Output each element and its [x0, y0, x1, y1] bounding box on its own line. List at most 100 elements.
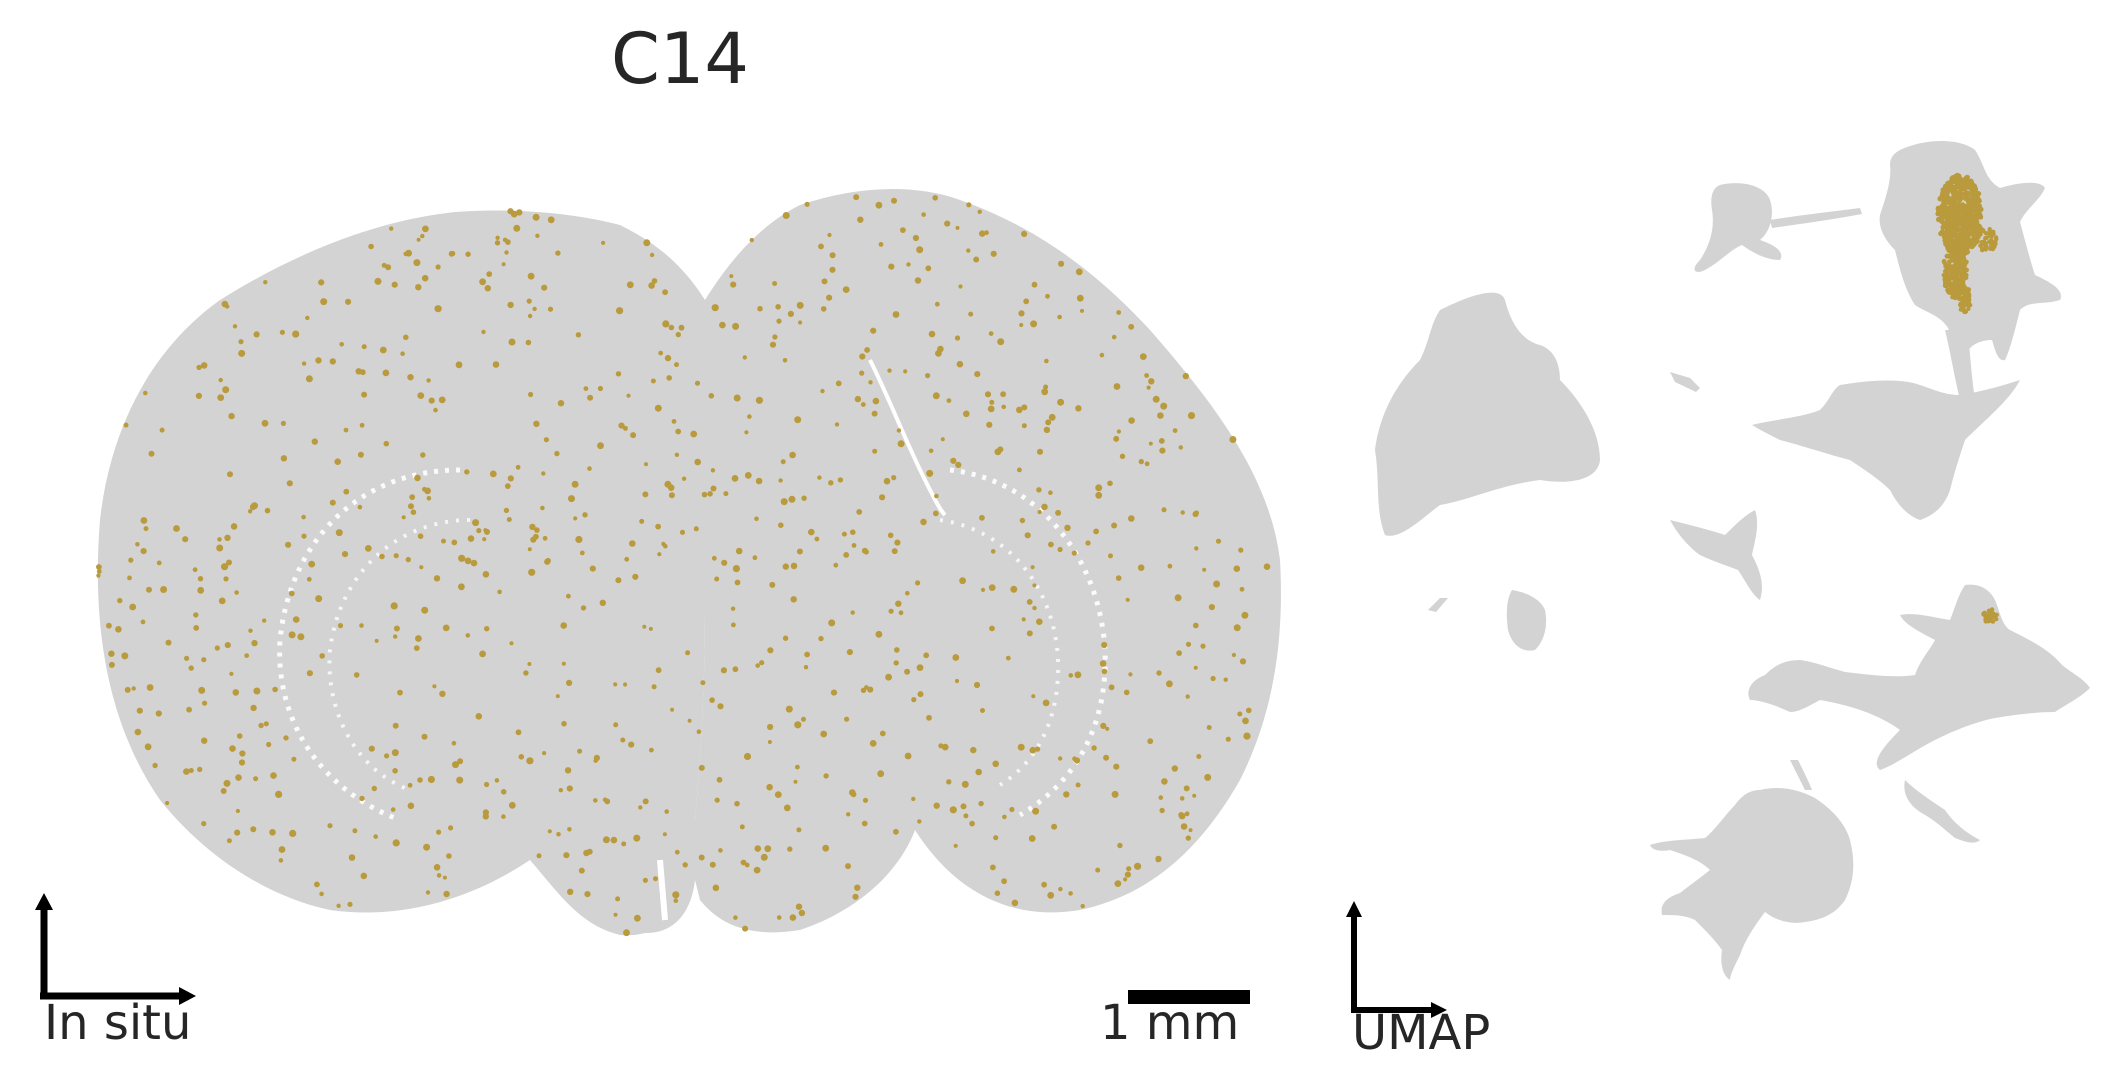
highlight-cell [990, 549, 996, 554]
highlight-cell [129, 603, 137, 611]
highlight-cell [616, 307, 624, 315]
umap-highlight-cell [1957, 219, 1963, 225]
highlight-cell [879, 730, 886, 737]
umap-highlight-cell [1947, 280, 1953, 286]
highlight-cell [593, 798, 598, 803]
highlight-cell [146, 586, 152, 593]
highlight-cell [368, 745, 375, 752]
highlight-cell [1073, 757, 1081, 764]
highlight-cell [1178, 445, 1184, 450]
highlight-cell [904, 668, 911, 675]
highlight-cell [465, 633, 471, 638]
highlight-cell [568, 495, 575, 503]
highlight-cell [1005, 655, 1011, 661]
umap-highlight-cell [1962, 262, 1968, 268]
highlight-cell [615, 371, 622, 377]
highlight-cell [952, 654, 960, 661]
highlight-cell [368, 243, 374, 250]
highlight-cell [504, 483, 511, 489]
highlight-cell [587, 466, 592, 471]
highlight-cell [629, 540, 636, 547]
highlight-cell [974, 371, 981, 378]
umap-cluster-top-right [1879, 141, 2061, 361]
highlight-cell [484, 781, 490, 788]
highlight-cell [567, 888, 574, 895]
highlight-cell [415, 284, 422, 291]
umap-cluster-dash-mid [1670, 372, 1700, 392]
highlight-cell [197, 766, 203, 773]
highlight-cell [1009, 806, 1015, 813]
highlight-cell [343, 488, 350, 495]
highlight-cell [757, 305, 763, 312]
highlight-cell [319, 891, 324, 897]
highlight-cell [1123, 877, 1128, 882]
highlight-cell [1021, 230, 1028, 237]
highlight-cell [618, 422, 625, 429]
highlight-cell [173, 525, 180, 532]
highlight-cell [912, 234, 920, 242]
highlight-cell [674, 849, 680, 855]
highlight-cell [554, 450, 560, 457]
highlight-cell [1036, 618, 1043, 625]
highlight-cell [633, 834, 641, 842]
highlight-cell [508, 801, 516, 809]
highlight-cell [843, 552, 850, 558]
highlight-cell [851, 543, 857, 548]
highlight-cell [401, 515, 406, 520]
highlight-cell [292, 330, 300, 338]
highlight-cell [364, 545, 372, 552]
highlight-cell [626, 281, 634, 289]
highlight-cell [566, 785, 573, 792]
highlight-cell [862, 797, 869, 803]
highlight-cell [662, 832, 667, 837]
highlight-cell [1200, 643, 1206, 649]
highlight-cell [201, 657, 207, 663]
highlight-cell [968, 311, 974, 317]
umap-highlight-cell [1953, 248, 1959, 254]
highlight-cell [1032, 583, 1037, 588]
highlight-cell [547, 829, 552, 834]
highlight-cell [1043, 384, 1049, 390]
highlight-cell [280, 455, 288, 462]
highlight-cell [963, 813, 969, 819]
highlight-cell [615, 577, 622, 584]
highlight-cell [448, 250, 455, 257]
highlight-cell [898, 610, 904, 616]
highlight-cell [670, 707, 675, 712]
highlight-cell [494, 240, 501, 246]
highlight-cell [501, 262, 506, 267]
umap-highlight-cell [1952, 292, 1958, 298]
highlight-cell [407, 802, 415, 810]
highlight-cell [829, 266, 836, 273]
umap-highlight-cell [1959, 252, 1965, 258]
highlight-cell [1128, 323, 1135, 330]
highlight-cell [1101, 641, 1108, 649]
highlight-cell [754, 845, 762, 852]
highlight-cell [887, 368, 892, 373]
highlight-cell [314, 881, 320, 888]
highlight-cell [390, 602, 398, 610]
highlight-cell [417, 777, 423, 783]
highlight-cell [782, 635, 789, 641]
highlight-cell [1117, 842, 1123, 849]
highlight-cell [250, 704, 257, 712]
highlight-cell [425, 890, 431, 895]
highlight-cell [352, 828, 358, 834]
highlight-cell [1233, 565, 1241, 572]
umap-small-tail [1904, 780, 1980, 843]
highlight-cell [622, 425, 628, 431]
highlight-cell [1134, 862, 1142, 870]
highlight-cell [675, 331, 681, 338]
highlight-cell [638, 805, 643, 810]
highlight-cell [165, 639, 172, 646]
umap-highlight-cell [1977, 227, 1982, 233]
highlight-cell [789, 914, 797, 921]
highlight-cell [732, 322, 740, 330]
highlight-cell [515, 464, 521, 470]
highlight-cell [355, 368, 362, 375]
highlight-cell [1075, 268, 1083, 276]
umap-highlight-cell [1974, 195, 1980, 201]
umap-highlight-cell [1952, 272, 1957, 278]
highlight-cell [200, 362, 208, 369]
highlight-cell [988, 331, 994, 336]
